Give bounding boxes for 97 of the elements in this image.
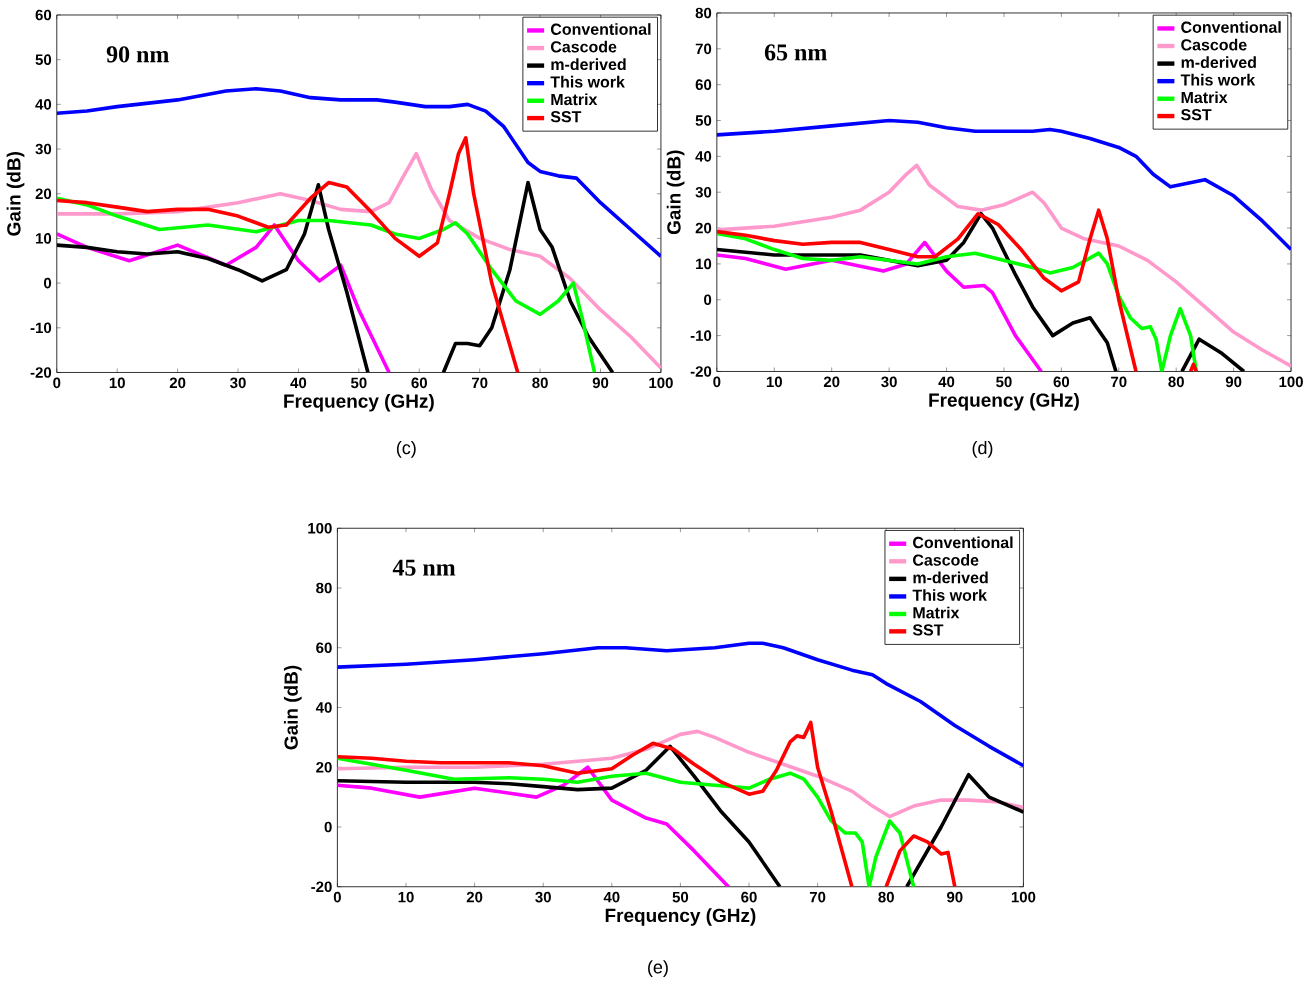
y-tick-label: 50: [35, 54, 52, 66]
line-series: [56, 87, 661, 259]
y-tick-label: -20: [30, 367, 52, 378]
x-tick-label: 60: [741, 891, 757, 903]
y-tick-label: 60: [695, 79, 712, 91]
x-tick-label: 90: [1225, 376, 1242, 388]
y-axis-title: Gain (dB): [666, 150, 685, 235]
legend-label: SST: [1181, 109, 1212, 121]
y-tick-label: 10: [696, 258, 712, 270]
y-tick-label: 10: [36, 233, 52, 244]
line-series: [716, 240, 1044, 372]
x-tick-label: 100: [1011, 891, 1036, 903]
line-series: [337, 756, 916, 887]
x-tick-label: 40: [290, 377, 307, 389]
y-tick-label: 40: [695, 151, 712, 162]
x-tick-label: 20: [823, 376, 840, 388]
x-tick-label: 40: [603, 891, 620, 903]
line-series: [56, 136, 520, 373]
x-tick-label: 10: [398, 891, 414, 903]
y-tick-label: 20: [316, 762, 332, 773]
legend-label: SST: [912, 624, 944, 636]
y-tick-label: 60: [35, 9, 52, 21]
legend-label: This work: [1180, 74, 1256, 86]
line-series: [337, 765, 731, 887]
x-tick-label: 70: [1111, 376, 1127, 388]
y-tick-label: 50: [695, 115, 712, 127]
legend-label: m-derived: [1181, 56, 1256, 69]
x-tick-label: 80: [878, 891, 894, 903]
y-tick-label: 0: [324, 821, 332, 833]
x-tick-label: 70: [472, 377, 488, 389]
legend-label: Conventional: [550, 23, 651, 36]
x-tick-label: 70: [809, 891, 826, 903]
y-tick-label: 20: [695, 222, 712, 234]
x-tick-label: 90: [592, 377, 609, 389]
text: (d): [972, 441, 993, 458]
line-series: [337, 641, 1024, 768]
y-tick-label: 0: [704, 294, 712, 306]
y-tick-label: -20: [690, 366, 712, 377]
y-tick-label: -10: [690, 330, 712, 342]
legend-label: This work: [912, 589, 987, 602]
text: (c): [396, 441, 416, 458]
legend-label: SST: [550, 111, 582, 123]
x-tick-label: 50: [350, 377, 367, 389]
x-tick-label: 40: [938, 376, 955, 388]
x-tick-label: 90: [947, 891, 963, 903]
x-axis-title: Frequency (GHz): [929, 393, 1079, 411]
y-axis-title: Gain (dB): [6, 152, 25, 236]
x-tick-label: 20: [169, 377, 186, 389]
x-tick-label: 100: [649, 377, 673, 389]
legend-label: Matrix: [913, 606, 960, 619]
annotation: 45 nm: [392, 559, 456, 576]
x-tick-label: 0: [333, 891, 341, 903]
y-tick-label: 60: [316, 642, 332, 654]
annotation: 90 nm: [106, 46, 169, 63]
legend-label: Matrix: [551, 93, 598, 106]
line-series: [716, 163, 1292, 369]
x-axis-title: Frequency (GHz): [284, 394, 434, 412]
y-tick-label: 80: [695, 7, 712, 19]
legend-label: This work: [550, 76, 625, 88]
y-tick-label: 30: [695, 187, 712, 198]
x-tick-label: 50: [996, 376, 1012, 388]
x-tick-label: 60: [1053, 376, 1070, 388]
y-tick-label: -10: [30, 322, 52, 334]
legend-label: m-derived: [551, 58, 626, 71]
x-tick-label: 30: [881, 376, 897, 388]
y-tick-label: 30: [35, 143, 52, 155]
x-tick-label: 80: [1168, 376, 1184, 388]
y-axis-title: Gain (dB): [283, 665, 302, 750]
x-tick-label: 100: [1279, 376, 1303, 388]
text: (e): [648, 960, 668, 978]
y-tick-label: -20: [311, 881, 332, 893]
legend-label: Cascode: [550, 40, 617, 53]
x-tick-label: 80: [532, 377, 548, 389]
x-tick-label: 30: [230, 377, 246, 389]
x-tick-label: 20: [466, 891, 483, 903]
x-tick-label: 0: [713, 376, 721, 388]
y-tick-label: 80: [316, 582, 332, 594]
y-tick-label: 20: [35, 188, 52, 200]
y-tick-label: 0: [43, 277, 52, 289]
x-axis-title: Frequency (GHz): [605, 908, 756, 927]
x-tick-label: 50: [672, 891, 689, 903]
legend-label: Cascode: [913, 554, 979, 566]
y-tick-label: 100: [308, 523, 332, 534]
y-tick-label: 40: [35, 99, 52, 110]
y-tick-label: 40: [315, 702, 332, 713]
x-tick-label: 60: [411, 377, 427, 389]
legend-label: Matrix: [1181, 91, 1228, 104]
x-tick-label: 10: [109, 377, 125, 389]
legend-label: Conventional: [913, 536, 1013, 549]
x-tick-label: 30: [535, 891, 551, 903]
legend-label: Conventional: [1181, 21, 1281, 34]
x-tick-label: 0: [53, 377, 61, 389]
y-tick-label: 70: [695, 43, 712, 55]
x-tick-label: 10: [766, 376, 782, 388]
legend-label: Cascode: [1181, 38, 1247, 51]
legend-label: m-derived: [913, 571, 988, 584]
annotation: 65 nm: [764, 44, 827, 61]
